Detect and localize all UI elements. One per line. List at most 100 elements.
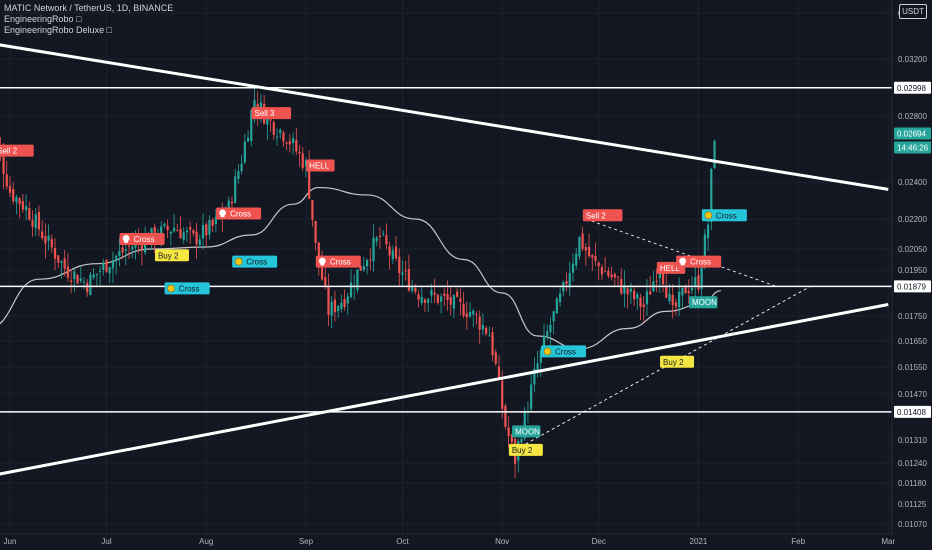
candle-body [655,280,658,282]
candle [610,266,613,281]
candle [575,248,578,270]
candle-body [703,234,706,268]
indicator-engineeringrobo-deluxe[interactable]: EngineeringRobo Deluxe □ [4,25,113,35]
signal-label: Cross [246,258,267,267]
candle [623,270,626,308]
candle-body [291,138,295,144]
candle [649,276,652,295]
candle-body [234,176,237,203]
candle-body [645,291,649,305]
candle [674,298,678,316]
signal-box [541,345,587,358]
skull-jaw [680,263,685,266]
candle-body [671,294,674,305]
candle [298,144,301,167]
signal-box [508,443,543,456]
candle [28,201,31,222]
trendline[interactable] [0,303,889,477]
candle-body [465,313,468,318]
indicator-engineeringrobo[interactable]: EngineeringRobo □ [4,14,82,24]
price-label: 14:46:26 [897,143,929,152]
signal-box [216,207,262,220]
candle-body [449,297,452,305]
signal-box [232,255,278,268]
trendlines-layer[interactable] [0,43,889,477]
candle-body [378,235,382,237]
price-label-box [894,280,931,293]
time-axis[interactable]: Jun Jul Aug Sep Oct Nov Dec 2021 Feb Mar [0,533,932,550]
dashed-trendline[interactable] [514,285,812,451]
horizontal-levels[interactable] [0,87,892,413]
candle-body [591,254,594,258]
candle [427,297,430,313]
candle [552,310,555,335]
candle [301,147,304,172]
candle-body [227,200,230,214]
candle [34,208,37,236]
candle-body [510,434,513,443]
candle [423,298,427,312]
candle [250,108,253,147]
signal-sell: Sell 2 [0,144,34,157]
signal-moon: MOON [689,296,718,309]
time-tick: Aug [199,537,213,546]
candle-body [542,335,546,351]
candle [237,164,240,184]
candle [642,296,645,322]
candle [398,248,401,287]
candle [655,268,658,293]
candle-body [288,141,291,145]
candle-body [230,201,234,204]
time-tick: Jul [101,537,111,546]
price-tick: 0.01470 [898,390,927,399]
candle [41,220,44,241]
candle-body [118,250,121,256]
symbol-title[interactable]: MATIC Network / TetherUS, 1D, BINANCE [4,3,174,13]
candle [31,210,34,237]
currency-button[interactable]: USDT [899,4,927,19]
candle-body [121,247,124,253]
signal-label: Buy 2 [663,358,684,367]
candle-body [520,439,523,443]
candle [533,357,536,393]
skull-jaw [320,263,325,266]
candle [111,251,115,283]
time-axis-bg [0,534,932,550]
candle [597,261,600,280]
signal-box [689,296,718,309]
trendline[interactable] [0,43,889,191]
candle-body [481,324,484,330]
candle-body [504,405,507,427]
candle-body [163,223,166,226]
candle-body [626,288,629,295]
candle [70,269,73,294]
candle-body [581,233,584,249]
candle-body [237,171,240,179]
candle [388,241,391,270]
candle-body [552,311,555,322]
candle [234,168,237,204]
price-tick: 0.02200 [898,215,927,224]
candle-body [92,274,95,278]
price-axis[interactable]: 0.034000.032000.028000.024000.022000.020… [891,0,932,550]
candle-body [559,293,562,303]
signal-label: Cross [330,258,351,267]
candle-body [623,285,626,294]
candle-body [616,276,620,278]
candle-body [362,266,365,271]
candle-body [385,235,388,245]
signal-sell: HELL [306,159,335,172]
candle-body [401,272,404,275]
candle-body [427,298,430,303]
candle [678,277,681,316]
candle-body [523,411,526,439]
signal-box [315,255,361,268]
skull-icon [122,235,130,242]
candle [102,258,105,276]
signal-buy: Buy 2 [660,355,695,368]
candle-body [272,122,275,135]
candle-body [687,291,690,294]
candle [645,279,649,316]
candle [690,276,694,295]
